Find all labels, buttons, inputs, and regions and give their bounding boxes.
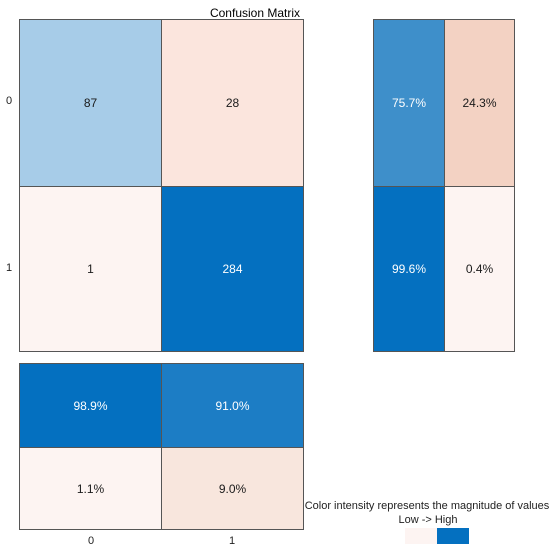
column-summary-value: 9.0% [218,481,247,496]
row-tick-label: 1 [6,262,13,274]
column-summary-value: 1.1% [76,481,105,496]
matrix-cell-value: 1 [87,262,94,276]
legend-low-swatch [405,528,437,544]
legend-description: Color intensity represents the magnitude… [304,500,550,512]
row-summary-cell-0-0: 75.7% [373,19,445,187]
chart-title: Confusion Matrix [209,6,301,20]
column-tick-label: 1 [229,535,236,547]
column-summary: 98.9% 91.0% 1.1% 9.0% [19,363,304,530]
confusion-matrix: 87 28 1 284 [19,19,304,352]
matrix-cell-value: 284 [222,262,243,276]
row-summary-cell-1-1: 0.4% [444,186,515,352]
matrix-cell-value: 28 [225,96,240,110]
column-summary-value: 98.9% [73,398,108,413]
matrix-cell-value: 87 [83,96,98,110]
matrix-cell-1-0: 1 [19,186,162,352]
column-summary-cell-0-0: 98.9% [19,363,162,448]
row-summary-cell-1-0: 99.6% [373,186,445,352]
matrix-cell-1-1: 284 [161,186,304,352]
row-summary-value: 99.6% [391,262,427,276]
column-tick-label: 0 [88,535,95,547]
column-summary-cell-0-1: 91.0% [161,363,304,448]
matrix-cell-0-1: 28 [161,19,304,187]
matrix-cell-0-0: 87 [19,19,162,187]
row-tick-label: 0 [6,95,13,107]
row-summary: 75.7% 24.3% 99.6% 0.4% [373,19,515,352]
row-summary-cell-0-1: 24.3% [444,19,515,187]
column-summary-cell-1-1: 9.0% [161,447,304,530]
legend-high-swatch [437,528,469,544]
row-summary-value: 24.3% [462,96,497,110]
column-summary-cell-1-0: 1.1% [19,447,162,530]
column-summary-value: 91.0% [215,398,250,413]
row-summary-value: 0.4% [465,262,494,276]
row-summary-value: 75.7% [391,96,427,110]
legend-scale-label: Low -> High [398,514,458,526]
